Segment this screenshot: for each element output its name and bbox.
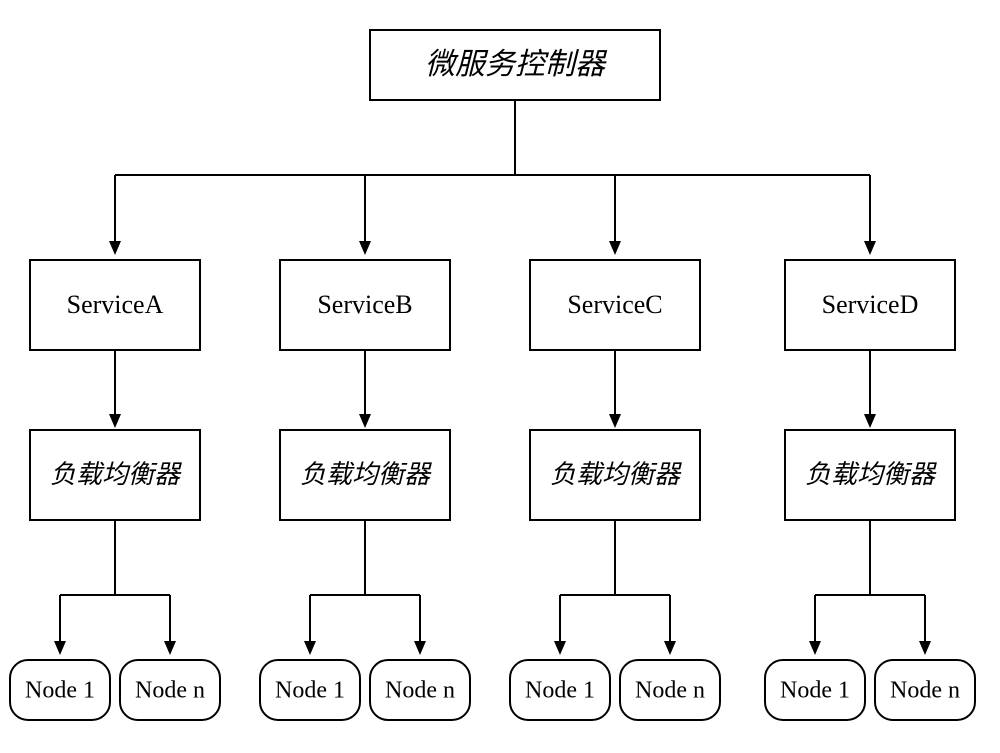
lb-label-3: 负载均衡器 [805, 460, 937, 489]
lb-label-0: 负载均衡器 [50, 460, 182, 489]
lb-label-1: 负载均衡器 [300, 460, 432, 489]
node-left-label-1: Node 1 [275, 678, 345, 704]
node-right-label-1: Node n [385, 678, 455, 704]
service-label-3: ServiceD [822, 290, 919, 319]
node-right-label-3: Node n [890, 678, 960, 704]
node-left-label-0: Node 1 [25, 678, 95, 704]
node-left-label-3: Node 1 [780, 678, 850, 704]
node-left-label-2: Node 1 [525, 678, 595, 704]
service-label-1: ServiceB [317, 290, 412, 319]
controller-label: 微服务控制器 [425, 48, 608, 81]
service-label-2: ServiceC [567, 290, 662, 319]
node-right-label-2: Node n [635, 678, 705, 704]
service-label-0: ServiceA [67, 290, 164, 319]
lb-label-2: 负载均衡器 [550, 460, 682, 489]
diagram-canvas: 微服务控制器 ServiceA 负载均衡器 Node 1 Node n ServiceB 负… [0, 0, 1000, 753]
node-right-label-0: Node n [135, 678, 205, 704]
